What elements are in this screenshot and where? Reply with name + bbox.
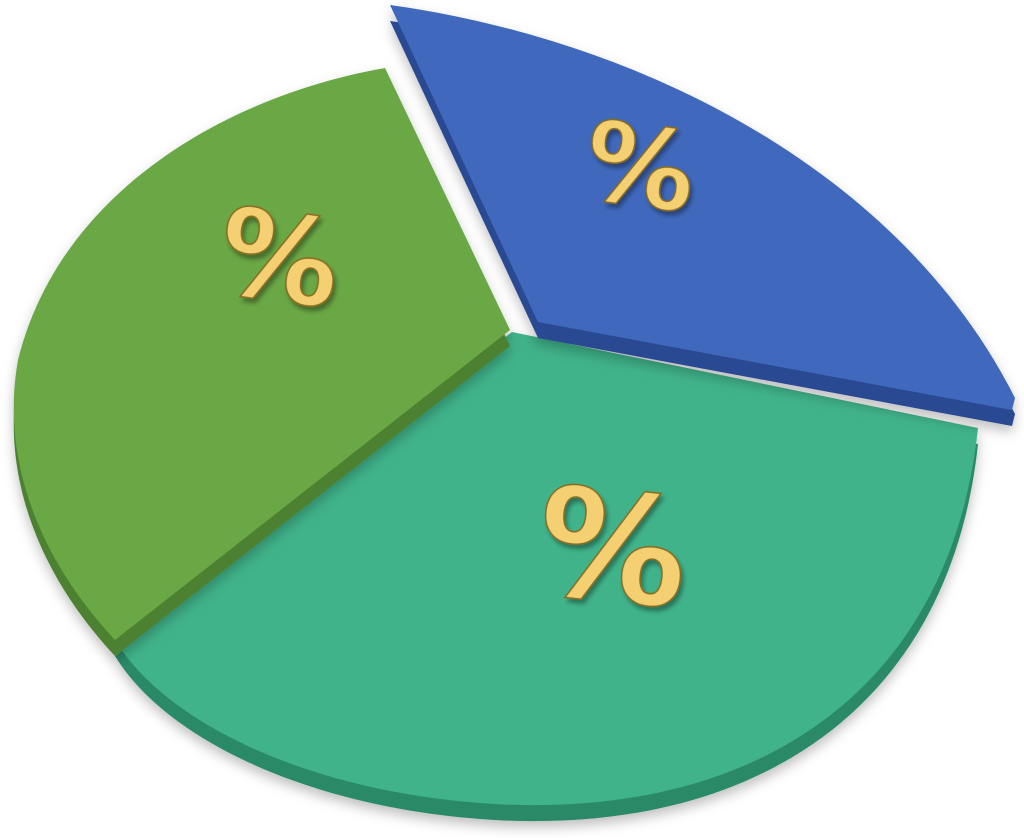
slice-label-blue: % [577,96,704,238]
slice-top [390,5,1015,410]
pie-slice-blue [390,5,1015,426]
pie-slice-green [13,68,510,656]
slice-label-green: % [210,182,348,336]
slice-top [115,332,978,806]
pie-slice-teal [115,332,978,822]
slice-label-teal: % [529,455,697,644]
slice-top [13,68,510,640]
